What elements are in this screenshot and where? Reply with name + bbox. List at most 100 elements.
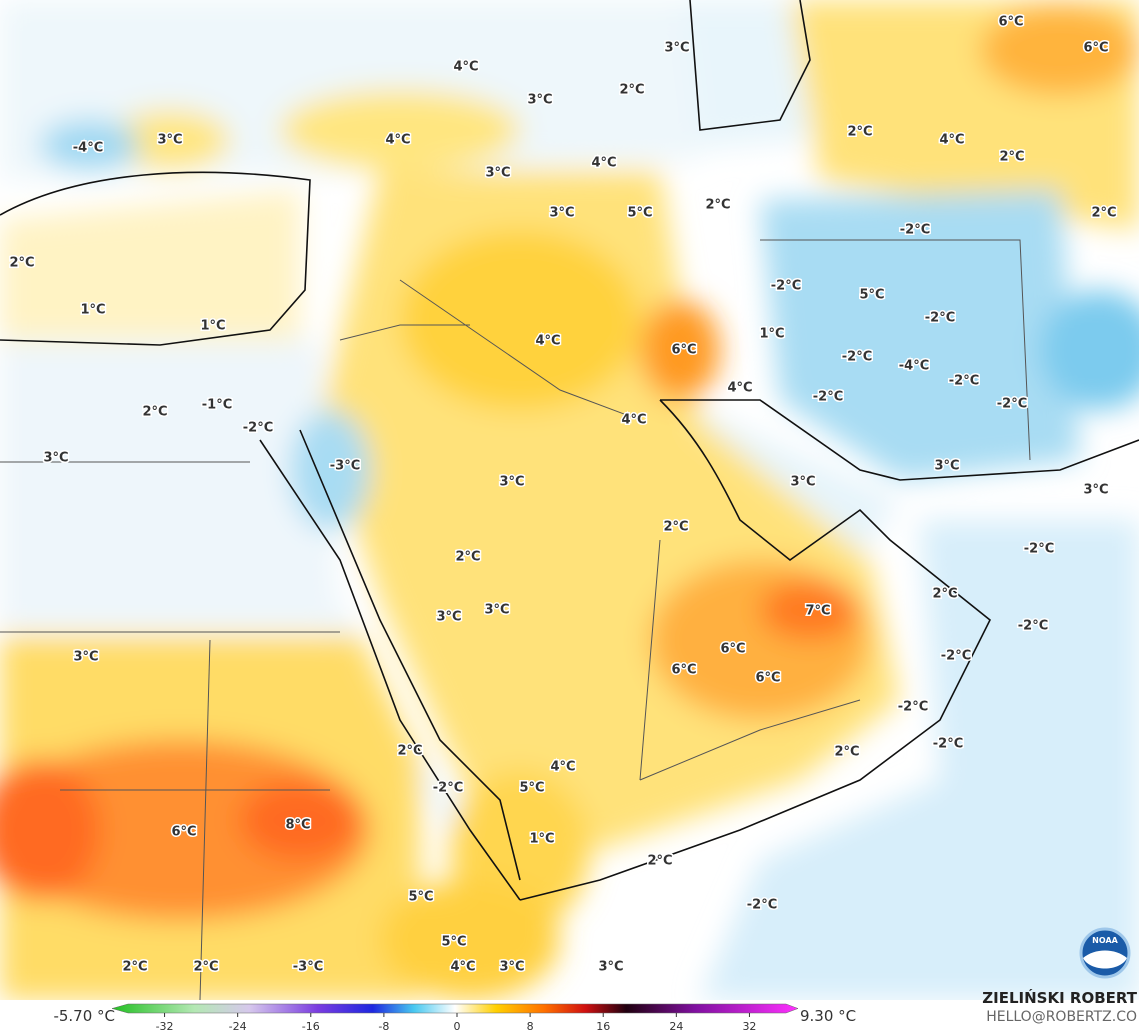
- temp-label: 5°C: [441, 935, 466, 950]
- temp-label: -2°C: [771, 279, 801, 294]
- temp-label: 2°C: [9, 256, 34, 271]
- temp-label: 2°C: [834, 745, 859, 760]
- temp-label: -2°C: [900, 223, 930, 238]
- temp-label: 6°C: [720, 642, 745, 657]
- temp-label: 4°C: [535, 334, 560, 349]
- colorbar-tick-label: 24: [669, 1020, 683, 1033]
- temp-label: 3°C: [436, 610, 461, 625]
- temp-label: 5°C: [627, 206, 652, 221]
- temp-label: 6°C: [171, 825, 196, 840]
- credit-name: ZIELIŃSKI ROBERT: [982, 988, 1137, 1007]
- temp-label: 4°C: [939, 133, 964, 148]
- borders: [0, 239, 1031, 1001]
- temp-label: 2°C: [1091, 206, 1116, 221]
- temp-label: 2°C: [647, 854, 672, 869]
- temp-label: 5°C: [519, 781, 544, 796]
- temp-label: 1°C: [200, 319, 225, 334]
- temp-label: 5°C: [859, 288, 884, 303]
- temp-label: 3°C: [1083, 483, 1108, 498]
- temp-label: 5°C: [408, 890, 433, 905]
- temp-label: 7°C: [805, 604, 830, 619]
- temp-label: 3°C: [157, 133, 182, 148]
- temp-label: -3°C: [330, 459, 360, 474]
- colorbar-min: -5.70 °C: [53, 1007, 115, 1025]
- colorbar-tick-label: -16: [302, 1020, 320, 1033]
- temp-label: 2°C: [397, 744, 422, 759]
- temp-label: 6°C: [998, 15, 1023, 30]
- temp-label: -2°C: [933, 737, 963, 752]
- temp-label: -2°C: [433, 781, 463, 796]
- colorbar-tick-label: -8: [378, 1020, 389, 1033]
- temp-label: -2°C: [747, 898, 777, 913]
- colorbar-tick-label: -24: [229, 1020, 247, 1033]
- temp-label: -4°C: [73, 141, 103, 156]
- temp-label: -4°C: [899, 359, 929, 374]
- temp-label: 2°C: [663, 520, 688, 535]
- colorbar-tick-label: 8: [527, 1020, 534, 1033]
- temp-label: 4°C: [385, 133, 410, 148]
- temperature-labels: 4°C 3°C 6°C 6°C 3°C 2°C -4°C 3°C 4°C 4°C 2°C 4°C 2°C…: [8, 13, 1118, 976]
- temp-label: 2°C: [455, 550, 480, 565]
- temp-label: -2°C: [1018, 619, 1048, 634]
- logo-text: NOAA: [1092, 936, 1118, 945]
- temp-label: -2°C: [898, 700, 928, 715]
- temp-label: -2°C: [813, 390, 843, 405]
- temp-label: 2°C: [705, 198, 730, 213]
- temp-label: 2°C: [619, 83, 644, 98]
- temp-label: 3°C: [598, 960, 623, 975]
- temp-label: 6°C: [755, 671, 780, 686]
- colorbar-ramp: [111, 1003, 799, 1014]
- temp-label: -2°C: [1024, 542, 1054, 557]
- temp-label: 3°C: [934, 459, 959, 474]
- temp-label: 2°C: [932, 587, 957, 602]
- temp-label: 3°C: [527, 93, 552, 108]
- temp-label: 2°C: [847, 125, 872, 140]
- coastlines: [0, 0, 1139, 901]
- temp-label: 2°C: [193, 960, 218, 975]
- temp-label: 4°C: [450, 960, 475, 975]
- temp-label: 4°C: [550, 760, 575, 775]
- temp-label: -2°C: [842, 350, 872, 365]
- temp-label: 3°C: [485, 166, 510, 181]
- temp-label: 6°C: [1083, 41, 1108, 56]
- temp-label: 1°C: [80, 303, 105, 318]
- temp-label: 2°C: [142, 405, 167, 420]
- colorbar-tick-label: -32: [156, 1020, 174, 1033]
- temp-label: 1°C: [759, 327, 784, 342]
- temp-label: 4°C: [727, 381, 752, 396]
- temp-label: -2°C: [243, 421, 273, 436]
- credit-email: HELLO@ROBERTZ.CO: [986, 1009, 1137, 1025]
- temp-label: 3°C: [73, 650, 98, 665]
- temp-label: 3°C: [549, 206, 574, 221]
- noaa-logo: NOAA: [1079, 927, 1131, 979]
- temp-label: 2°C: [999, 150, 1024, 165]
- temp-label: -1°C: [202, 398, 232, 413]
- temp-label: 3°C: [499, 475, 524, 490]
- temp-label: 3°C: [43, 451, 68, 466]
- colorbar-tick-label: 16: [596, 1020, 610, 1033]
- temp-label: 3°C: [484, 603, 509, 618]
- temp-label: 3°C: [664, 41, 689, 56]
- colorbar-tick-label: 32: [742, 1020, 756, 1033]
- temp-label: -2°C: [949, 374, 979, 389]
- temp-label: -2°C: [997, 397, 1027, 412]
- colorbar: -5.70 °C 9.30 °C -32 -24 -16 -8 0 8 16 24 32: [53, 1003, 856, 1033]
- temp-label: 3°C: [499, 960, 524, 975]
- temp-label: -2°C: [925, 311, 955, 326]
- colorbar-tick-label: 0: [454, 1020, 461, 1033]
- temp-label: 8°C: [285, 818, 310, 833]
- temp-label: 3°C: [790, 475, 815, 490]
- temp-label: -2°C: [941, 649, 971, 664]
- temp-label: 4°C: [453, 60, 478, 75]
- colorbar-max: 9.30 °C: [800, 1007, 856, 1025]
- temp-label: 6°C: [671, 663, 696, 678]
- temp-label: 2°C: [122, 960, 147, 975]
- temp-label: 4°C: [621, 413, 646, 428]
- temp-label: 6°C: [671, 343, 696, 358]
- temp-label: 1°C: [529, 832, 554, 847]
- temp-label: 4°C: [591, 156, 616, 171]
- map-background: [0, 0, 1139, 1001]
- temp-label: -3°C: [293, 960, 323, 975]
